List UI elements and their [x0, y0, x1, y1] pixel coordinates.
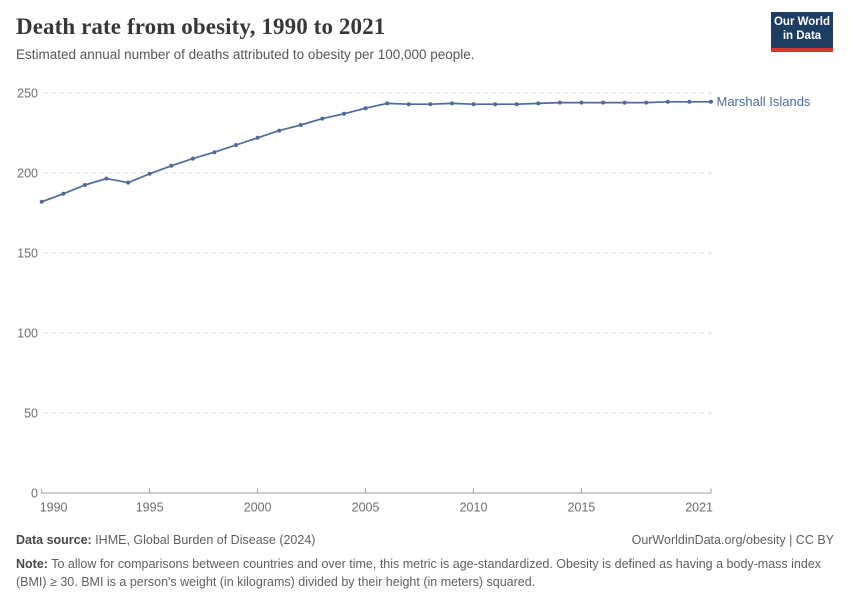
data-point: [644, 100, 649, 105]
data-point: [277, 128, 282, 133]
logo-line1: Our World: [773, 16, 830, 29]
data-point: [320, 116, 325, 121]
data-point: [493, 102, 498, 107]
data-point: [126, 180, 131, 185]
x-axis-tick-label: 2010: [460, 501, 488, 515]
data-point: [39, 199, 44, 204]
note-label: Note:: [16, 557, 48, 572]
data-point: [234, 143, 239, 147]
chart-subtitle: Estimated annual number of deaths attrib…: [16, 47, 475, 62]
chart-header: Death rate from obesity, 1990 to 2021 Es…: [16, 14, 760, 62]
chart-canvas: 0 50 100 150 200 250 1990 1995 2000 2005 2010 2015 2…: [17, 87, 811, 515]
data-point: [190, 156, 195, 161]
note-value: To allow for comparisons between countri…: [16, 557, 822, 590]
data-point: [169, 163, 174, 168]
chart-footer: Data source: IHME, Global Burden of Dise…: [16, 531, 834, 591]
y-axis-tick-label: 150: [17, 247, 38, 261]
data-point: [341, 111, 346, 116]
data-point: [147, 171, 152, 176]
data-point: [579, 100, 584, 105]
data-point: [298, 123, 303, 127]
data-point: [212, 150, 217, 155]
data-point: [687, 99, 692, 104]
data-point: [709, 99, 713, 104]
x-axis-tick-label: 1995: [136, 501, 164, 515]
data-point: [471, 102, 476, 107]
y-axis-tick-label: 250: [17, 87, 38, 101]
data-point: [428, 102, 433, 107]
y-axis-tick-label: 0: [31, 487, 38, 501]
x-axis-tick-label: 2021: [685, 501, 713, 515]
x-axis-tick-label: 2005: [352, 501, 380, 515]
series-end-label: Marshall Islands: [717, 94, 811, 109]
data-point: [536, 101, 541, 106]
footer-source-row: Data source: IHME, Global Burden of Dise…: [16, 531, 834, 549]
data-point: [557, 100, 562, 105]
x-axis-tick-label: 2015: [568, 501, 596, 515]
y-axis-tick-label: 100: [17, 327, 38, 341]
data-point: [385, 101, 390, 106]
data-point: [601, 100, 606, 105]
data-point: [665, 99, 670, 104]
data-point: [255, 135, 260, 140]
data-source-label: Data source:: [16, 533, 92, 547]
data-point: [61, 191, 66, 196]
data-point: [82, 183, 87, 187]
data-point: [622, 100, 627, 105]
page-title: Death rate from obesity, 1990 to 2021: [16, 14, 386, 39]
data-point: [406, 102, 411, 107]
data-source-text: Data source: IHME, Global Burden of Dise…: [16, 531, 315, 549]
x-axis-tick-label: 1990: [40, 501, 68, 515]
data-point: [449, 101, 454, 106]
y-axis-tick-label: 200: [17, 167, 38, 181]
y-axis-tick-label: 50: [24, 407, 38, 421]
data-line: [40, 100, 712, 203]
data-point: [514, 102, 519, 107]
logo-line2: in Data: [782, 30, 822, 42]
footer-note: Note: To allow for comparisons between c…: [16, 555, 834, 591]
owid-url-link[interactable]: OurWorldinData.org/obesity | CC BY: [631, 533, 834, 547]
x-axis-tick-label: 2000: [244, 501, 272, 515]
data-point: [363, 106, 368, 111]
owid-logo[interactable]: Our World in Data: [771, 12, 833, 52]
data-source-value: IHME, Global Burden of Disease (2024): [91, 533, 316, 547]
line-chart: 0 50 100 150 200 250 1990 1995 2000 2005 2010 2015 2…: [0, 80, 850, 520]
data-point: [104, 176, 109, 181]
